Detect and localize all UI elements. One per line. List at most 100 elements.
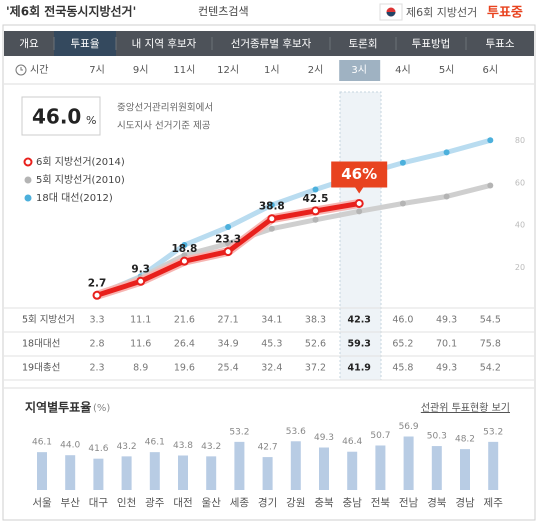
bar-category: 충남	[343, 497, 363, 509]
time-label[interactable]: 2시	[308, 64, 324, 76]
nav-tab-label[interactable]: 투표방법	[412, 38, 451, 50]
data-label: 9.3	[131, 263, 150, 275]
bar-category: 경기	[258, 496, 277, 509]
nav-tab[interactable]	[212, 31, 330, 56]
table-cell: 11.1	[130, 315, 151, 326]
nav-tab-label[interactable]: 토론회	[349, 38, 378, 50]
bar	[375, 445, 386, 490]
time-label[interactable]: 4시	[395, 64, 411, 76]
bar-category: 강원	[286, 497, 305, 509]
bar-category: 경남	[455, 496, 475, 509]
point	[399, 159, 406, 166]
table-cell: 2.3	[89, 363, 104, 374]
time-label[interactable]: 7시	[89, 64, 105, 76]
bar	[65, 455, 76, 490]
table-cell: 3.3	[89, 315, 104, 326]
point	[267, 214, 277, 224]
highlight-column	[339, 91, 382, 381]
summary-unit: %	[86, 114, 96, 127]
legend-marker	[23, 157, 33, 167]
summary-value: 46.0	[32, 105, 81, 129]
callout	[331, 161, 388, 194]
point	[312, 216, 319, 223]
table-cell: 49.3	[436, 315, 457, 326]
nav-tab-label[interactable]: 투표소	[486, 38, 515, 50]
summary-box	[21, 96, 101, 136]
link[interactable]: 선관위 투표현황 보기	[421, 401, 510, 414]
bar-category: 인천	[117, 497, 136, 509]
point	[225, 224, 232, 231]
table-cell: 54.2	[480, 363, 501, 374]
nav-tab[interactable]	[466, 31, 534, 56]
point	[354, 198, 364, 208]
time-label[interactable]: 12시	[217, 64, 239, 76]
bar	[234, 441, 245, 490]
bar	[93, 458, 104, 490]
point	[356, 208, 363, 215]
row-label: 19대총선	[22, 363, 60, 374]
table-cell: 34.9	[218, 339, 239, 350]
bar-value-label: 53.6	[286, 427, 306, 437]
bar-category: 충북	[314, 497, 334, 509]
nav-tab-label[interactable]: 투표율	[71, 38, 100, 50]
bar	[347, 451, 358, 490]
bar-value-label: 46.1	[32, 438, 52, 448]
nav-tab[interactable]	[54, 31, 116, 56]
bar-title: 지역별투표율	[25, 400, 91, 415]
nav-tab[interactable]	[330, 31, 396, 56]
nav-tab-label[interactable]: 선거종류별 후보자	[231, 38, 312, 50]
clock-icon	[15, 64, 27, 76]
table-cell: 8.9	[133, 363, 148, 374]
bar-value-label: 44.0	[60, 441, 80, 451]
time-label[interactable]: 6시	[483, 64, 499, 76]
bar-value-label: 53.2	[483, 427, 503, 437]
point	[487, 182, 494, 189]
nav-tab[interactable]	[4, 31, 54, 56]
bar-category: 전남	[399, 497, 419, 509]
nav-tab[interactable]	[116, 31, 212, 56]
bar-value-label: 41.6	[88, 444, 108, 454]
point	[443, 193, 450, 200]
table-cell: 65.2	[392, 339, 413, 350]
table-cell: 42.3	[347, 315, 370, 326]
bar-value-label: 50.7	[370, 431, 390, 441]
bar	[488, 441, 499, 490]
series-line	[96, 137, 491, 298]
bar-value-label: 42.7	[258, 443, 278, 453]
table-cell: 45.8	[392, 363, 413, 374]
legend-marker	[24, 194, 32, 202]
header-status: 투표중	[487, 6, 523, 21]
bar-value-label: 46.4	[342, 437, 362, 447]
point	[92, 290, 102, 300]
callout-label: 46%	[341, 165, 377, 183]
table-cell: 2.8	[89, 339, 104, 350]
point	[443, 149, 450, 156]
table-cell: 27.1	[218, 315, 239, 326]
time-label[interactable]: 1시	[264, 64, 280, 76]
y-tick-label: 60	[515, 178, 525, 187]
time-label[interactable]: 11시	[173, 64, 195, 76]
time-active	[339, 60, 381, 81]
table-cell: 11.6	[130, 339, 151, 350]
point	[268, 225, 275, 232]
time-label[interactable]: 9시	[133, 64, 149, 76]
header-title: '제6회 전국동시지방선거'	[6, 4, 136, 19]
point	[311, 206, 320, 216]
nav-tab-label[interactable]: 내 지역 후보자	[132, 38, 197, 50]
time-label[interactable]: 5시	[439, 64, 455, 76]
legend-label: 6회 지방선거(2014)	[36, 156, 125, 168]
bar-category: 울산	[202, 497, 222, 509]
bar-value-label: 43.8	[173, 441, 193, 451]
point	[399, 200, 406, 207]
table-cell: 59.3	[347, 339, 370, 350]
bar	[178, 455, 188, 490]
nav-tab-label[interactable]: 개요	[19, 38, 39, 50]
point	[223, 247, 233, 257]
nav-tab[interactable]	[396, 31, 466, 56]
time-label[interactable]: 3시	[351, 64, 367, 76]
summary-source: 시도지사 선거기준 제공	[117, 121, 211, 132]
data-label: 23.3	[215, 234, 241, 246]
data-label: 42.5	[303, 193, 329, 205]
table-cell: 52.6	[305, 339, 326, 350]
table-cell: 54.5	[480, 315, 501, 326]
